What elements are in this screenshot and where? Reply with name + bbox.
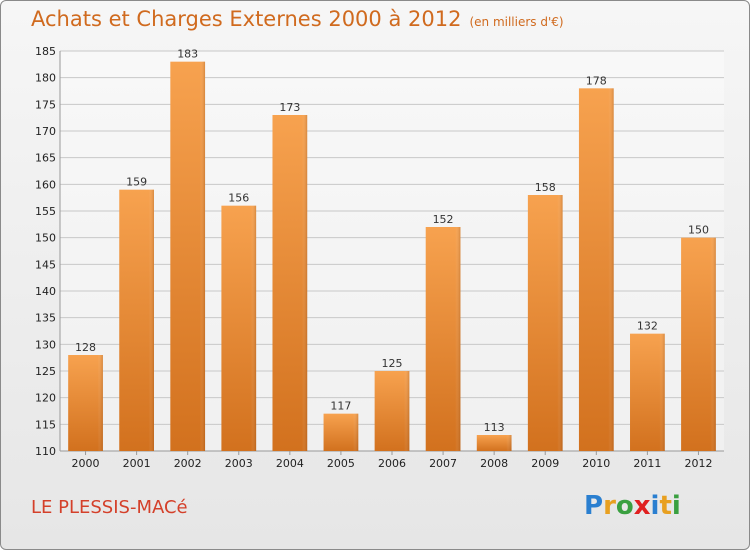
bar-shade [527, 195, 563, 451]
logo-letter: o [615, 491, 634, 521]
y-tick-label: 180 [35, 72, 56, 85]
y-tick: 150 [35, 232, 56, 245]
x-tick: 2008 [480, 457, 508, 470]
bar-shade [221, 205, 257, 451]
x-tick-label: 2007 [429, 457, 457, 470]
bar-value-label: 152 [433, 213, 454, 226]
y-tick: 125 [35, 365, 56, 378]
bar-value-label: 178 [586, 74, 607, 87]
x-tick-label: 2012 [684, 457, 712, 470]
place-name: LE PLESSIS-MACé [31, 497, 188, 518]
bar-value-label: 159 [126, 176, 147, 189]
bar-value-label: 183 [177, 48, 198, 61]
x-tick: 2007 [429, 457, 457, 470]
y-tick: 145 [35, 258, 56, 271]
y-tick-label: 185 [35, 45, 56, 58]
bar-value-label: 113 [484, 421, 505, 434]
x-tick-label: 2008 [480, 457, 508, 470]
logo-letter: r [603, 491, 616, 521]
x-tick: 2005 [327, 457, 355, 470]
y-tick-label: 160 [35, 178, 56, 191]
y-tick: 140 [35, 285, 56, 298]
x-tick: 2004 [276, 457, 304, 470]
x-tick-label: 2009 [531, 457, 559, 470]
bar-shade [630, 333, 665, 451]
y-tick: 180 [35, 72, 56, 85]
bar-shade [476, 435, 512, 451]
y-tick: 115 [35, 418, 56, 431]
y-tick-label: 120 [35, 392, 56, 405]
x-tick-label: 2006 [378, 457, 406, 470]
y-tick: 120 [35, 392, 56, 405]
bar-value-label: 128 [75, 341, 96, 354]
y-tick: 135 [35, 312, 56, 325]
bar-value-label: 125 [382, 357, 403, 370]
x-tick-label: 2010 [582, 457, 610, 470]
y-tick-label: 150 [35, 232, 56, 245]
logo-letter: i [650, 491, 660, 521]
bar-value-label: 150 [688, 224, 709, 237]
y-tick-label: 110 [35, 445, 56, 458]
x-tick-label: 2003 [225, 457, 253, 470]
logo-letter: P [584, 491, 604, 521]
bar-value-label: 132 [637, 320, 658, 333]
y-tick-label: 140 [35, 285, 56, 298]
x-tick: 2002 [174, 457, 202, 470]
bar-value-label: 173 [279, 101, 300, 114]
x-tick: 2010 [582, 457, 610, 470]
proxiti-logo: Proxiti [584, 491, 681, 521]
y-tick: 175 [35, 98, 56, 111]
logo-letter: x [633, 491, 651, 521]
y-tick: 165 [35, 152, 56, 165]
y-tick: 160 [35, 178, 56, 191]
bar-shade [425, 227, 461, 451]
logo-letter: i [671, 491, 681, 521]
y-tick-label: 115 [35, 418, 56, 431]
y-tick: 170 [35, 125, 56, 138]
x-tick-label: 2001 [123, 457, 151, 470]
bar-shade [68, 355, 103, 451]
y-tick: 130 [35, 338, 56, 351]
y-tick: 110 [35, 445, 56, 458]
x-tick: 2003 [225, 457, 253, 470]
y-tick-label: 170 [35, 125, 56, 138]
bar-shade [323, 413, 359, 451]
x-tick: 2012 [684, 457, 712, 470]
title-text: Achats et Charges Externes 2000 à 2012 [31, 7, 462, 31]
bar-shade [272, 115, 308, 451]
x-tick-label: 2002 [174, 457, 202, 470]
y-tick-label: 165 [35, 152, 56, 165]
bar-value-label: 156 [228, 192, 249, 205]
unit-note: (en milliers d'€) [469, 15, 564, 29]
y-tick-label: 125 [35, 365, 56, 378]
bar-value-label: 117 [330, 400, 351, 413]
y-tick-label: 175 [35, 98, 56, 111]
bar-shade [578, 88, 614, 451]
bar-value-label: 158 [535, 181, 556, 194]
logo-letter: t [659, 491, 672, 521]
bar-shade [170, 61, 206, 452]
y-tick-label: 145 [35, 258, 56, 271]
x-tick-label: 2005 [327, 457, 355, 470]
bar-shade [681, 237, 716, 451]
y-tick: 185 [35, 45, 56, 58]
bar-shade [374, 371, 410, 451]
x-tick: 2011 [633, 457, 661, 470]
x-tick: 2009 [531, 457, 559, 470]
chart-title: Achats et Charges Externes 2000 à 2012 (e… [31, 7, 564, 31]
x-tick-label: 2004 [276, 457, 304, 470]
x-tick: 2006 [378, 457, 406, 470]
y-tick-label: 155 [35, 205, 56, 218]
y-tick-label: 135 [35, 312, 56, 325]
x-tick-label: 2011 [633, 457, 661, 470]
x-tick: 2000 [72, 457, 100, 470]
x-tick: 2001 [123, 457, 151, 470]
bar-shade [119, 189, 154, 451]
y-tick: 155 [35, 205, 56, 218]
y-tick-label: 130 [35, 338, 56, 351]
x-tick-label: 2000 [72, 457, 100, 470]
